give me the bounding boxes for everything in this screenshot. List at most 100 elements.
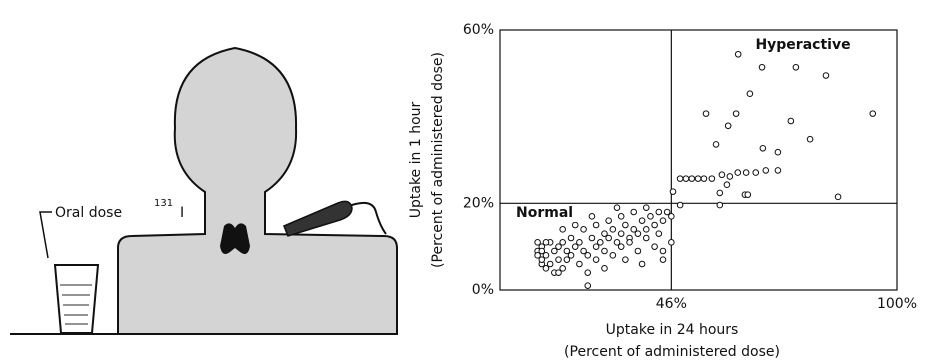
plot-frame [500,30,897,290]
point [835,194,841,200]
point [606,218,612,224]
illustration: Oral dose 131 I [10,48,397,334]
pointer [40,212,52,258]
point [589,214,595,220]
point [724,182,730,188]
point [717,190,723,196]
point [585,283,591,289]
point [713,142,719,148]
point [618,244,624,250]
point [577,240,583,246]
point [703,111,709,117]
point [735,170,741,176]
point [560,227,566,233]
point [589,235,595,241]
y-axis-label: Uptake in 1 hour [408,102,424,219]
point [717,202,723,208]
point [618,214,624,220]
point [623,257,629,263]
point [631,209,637,215]
x-axis-label: Uptake in 24 hours [606,322,739,338]
y-axis-label: (Percent of administered dose) [430,52,446,268]
x-tick-label: 100% [877,296,917,312]
point [568,235,574,241]
point [597,240,603,246]
isotope-symbol: I [180,205,184,221]
point [585,270,591,276]
dose-label: Oral dose [55,205,122,221]
point [683,176,689,182]
y-tick-label: 20% [463,195,494,211]
point [535,240,541,246]
person [118,48,397,334]
x-axis-label: (Percent of administered dose) [564,344,780,360]
point [543,240,549,246]
point [610,253,616,259]
point [623,222,629,228]
point [677,176,683,182]
point [643,227,649,233]
point [639,261,645,267]
point [677,202,683,208]
y-tick-label: 0% [472,282,494,298]
point [775,168,781,174]
annotation: Hyperactive [755,37,850,53]
point [556,257,562,263]
point [643,205,649,211]
isotope-mass: 131 [154,198,173,209]
point [753,170,759,176]
point [572,222,578,228]
point [747,91,753,97]
point [725,123,731,129]
point [635,248,641,254]
point [614,205,620,211]
point [709,176,715,182]
point [660,248,666,254]
point [585,253,591,259]
point [733,111,739,117]
point [701,176,707,182]
point [735,51,741,57]
point [618,231,624,237]
point [870,111,876,117]
point [652,222,658,228]
point [660,257,666,263]
point [689,176,695,182]
point [760,146,766,152]
point [568,253,574,259]
point [669,240,675,246]
point [635,231,641,237]
point [602,266,608,272]
point [593,222,599,228]
point [593,257,599,263]
point [656,231,662,237]
figure: Oral dose 131 I 0% 20% 60% 46% 100% Uptake in… [0,0,925,363]
point [610,227,616,233]
point [643,235,649,241]
point [539,257,545,263]
point [652,244,658,250]
point [627,240,633,246]
point [727,174,733,180]
annotation: Normal [516,205,573,221]
point [639,218,645,224]
point [775,149,781,155]
point [606,235,612,241]
point [669,214,675,220]
point [763,168,769,174]
point [560,240,566,246]
point [602,248,608,254]
point [695,176,701,182]
point [581,227,587,233]
point [539,248,545,254]
point [670,189,676,195]
point [759,64,765,70]
plot [500,30,897,290]
point [556,270,562,276]
x-tick-label: 46% [656,296,687,312]
point [648,214,654,220]
point [743,170,749,176]
point [807,136,813,142]
point [745,192,751,198]
y-tick-label: 60% [463,22,494,38]
